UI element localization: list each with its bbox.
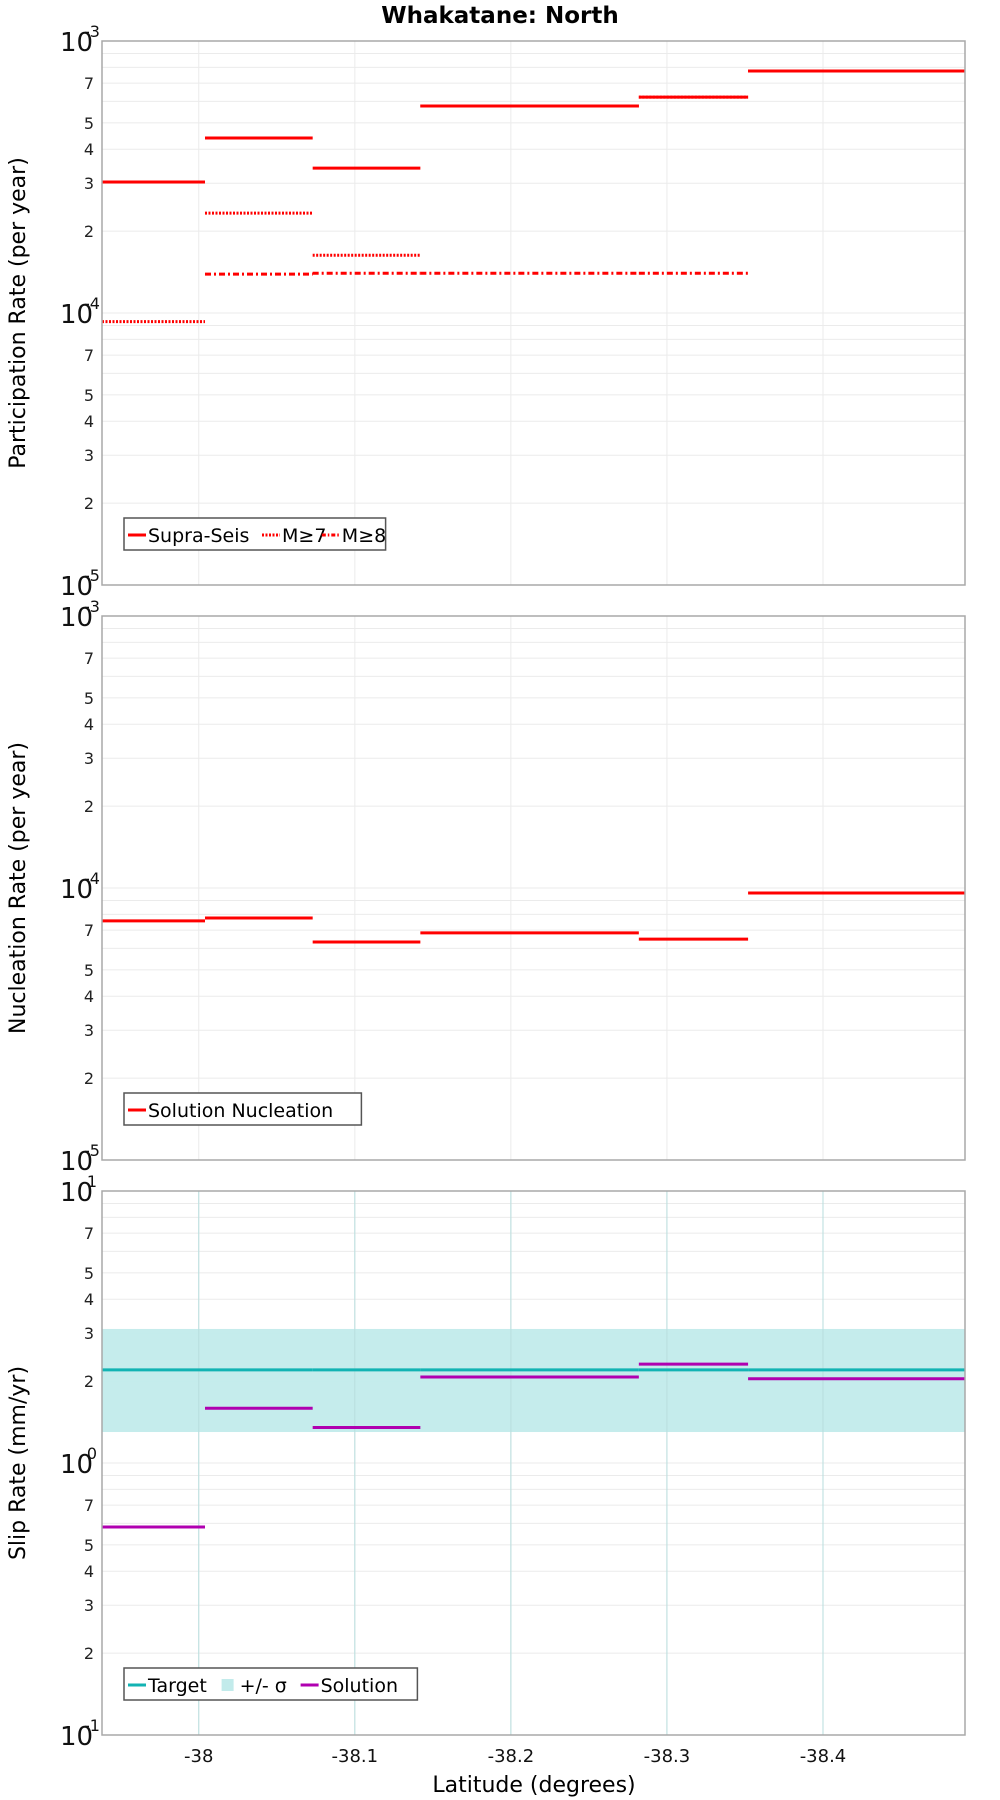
y-tick-label: 4 [84,1562,94,1581]
y-tick-label: 3 [84,1324,94,1343]
y-major-tick-exponent: -4 [84,869,100,888]
legend-swatch [221,1679,234,1691]
y-tick-label: 2 [84,1372,94,1391]
y-tick-label: 5 [84,114,94,133]
y-tick-label: 5 [84,689,94,708]
y-major-tick-exponent: -5 [84,566,100,585]
y-tick-label: 7 [84,1224,94,1243]
y-tick-label: 3 [84,1021,94,1040]
y-major-tick-label: 10 [60,1178,93,1208]
x-tick-label: -38 [184,1746,213,1767]
y-major-tick-exponent: -4 [84,294,100,313]
y-tick-label: 7 [84,346,94,365]
y-major-tick-label: 10 [60,300,93,330]
legend-label: Solution [321,1675,398,1697]
y-tick-label: 5 [84,1264,94,1283]
y-tick-label: 5 [84,961,94,980]
y-tick-label: 7 [84,1496,94,1515]
y-tick-label: 5 [84,1536,94,1555]
legend-box [123,517,387,551]
y-tick-label: 4 [84,412,94,431]
legend-label: Supra-Seis [148,525,249,547]
x-axis-label: Latitude (degrees) [432,1773,635,1798]
legend: Supra-Seis M≥7 M≥8 [123,517,387,551]
y-major-tick-label: 10 [60,875,93,905]
legend-label: Solution Nucleation [148,1100,333,1122]
y-axis-label-nucleation: Nucleation Rate (per year) [6,742,31,1034]
y-tick-label: 3 [84,174,94,193]
y-tick-label: 3 [84,749,94,768]
y-major-tick-label: 10 [60,572,93,602]
y-major-tick-exponent: 0 [87,1444,97,1463]
y-tick-label: 3 [84,1596,94,1615]
plot-frame [101,615,966,1161]
y-tick-label: 2 [84,494,94,513]
y-major-tick-label: 10 [60,1722,93,1752]
legend: Solution Nucleation [123,1092,363,1126]
x-tick-label: -38.1 [332,1746,379,1767]
y-tick-label: 7 [84,921,94,940]
y-tick-label: 2 [84,1644,94,1663]
y-major-tick-exponent: 1 [87,1172,97,1191]
y-tick-label: 2 [84,222,94,241]
y-major-tick-exponent: -1 [84,1716,100,1735]
legend: Target +/- σ Solution [123,1667,419,1701]
plot-frame [101,40,966,586]
y-tick-label: 7 [84,649,94,668]
chart-title: Whakatane: North [381,3,619,29]
sigma-band [102,1328,965,1433]
y-major-tick-exponent: -3 [84,22,100,41]
y-tick-label: 4 [84,987,94,1006]
y-major-tick-label: 10 [60,28,93,58]
legend-label: M≥8 [342,525,386,547]
x-axis-ticks: -38 -38.1 -38.2 -38.3 -38.4 [184,1746,846,1767]
x-tick-label: -38.4 [800,1746,847,1767]
x-tick-label: -38.2 [488,1746,535,1767]
legend-box [123,1667,419,1701]
y-tick-label: 2 [84,1069,94,1088]
plot-frame [101,1190,966,1736]
y-major-tick-label: 10 [60,603,93,633]
y-major-tick-exponent: -5 [84,1141,100,1160]
y-tick-label: 3 [84,446,94,465]
y-tick-label: 5 [84,386,94,405]
y-major-tick-label: 10 [60,1450,93,1480]
y-axis-label-slip: Slip Rate (mm/yr) [6,1366,31,1560]
y-tick-label: 4 [84,1290,94,1309]
legend-label: Target [147,1675,207,1697]
legend-label: +/- σ [240,1675,287,1697]
legend-box [123,1092,363,1126]
y-tick-label: 2 [84,797,94,816]
y-tick-label: 7 [84,74,94,93]
x-tick-label: -38.3 [644,1746,691,1767]
y-major-tick-exponent: -3 [84,597,100,616]
y-major-tick-label: 10 [60,1147,93,1177]
y-tick-label: 4 [84,140,94,159]
y-tick-label: 4 [84,715,94,734]
y-axis-label-participation: Participation Rate (per year) [6,157,31,469]
legend-label: M≥7 [282,525,326,547]
